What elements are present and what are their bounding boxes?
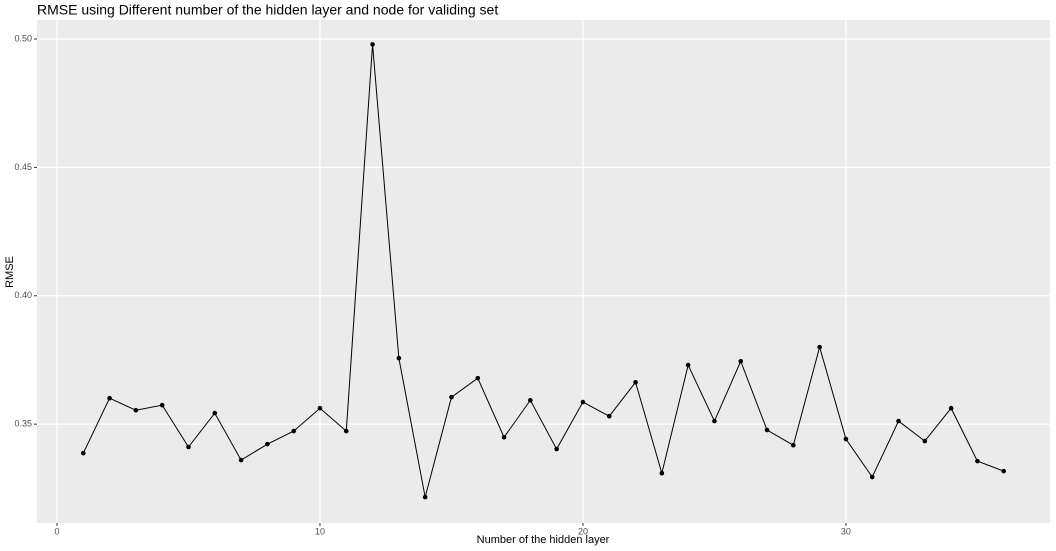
data-point <box>291 428 296 434</box>
y-tick-label: 0.35 <box>14 419 32 429</box>
data-point <box>238 457 244 463</box>
data-point <box>501 434 507 440</box>
data-point <box>186 444 191 450</box>
data-point <box>685 362 691 368</box>
data-point <box>317 405 323 411</box>
data-point <box>212 410 218 416</box>
data-point <box>554 446 559 452</box>
data-point <box>133 407 139 413</box>
data-point <box>817 344 822 350</box>
data-point <box>528 397 533 403</box>
y-tick-label: 0.40 <box>14 290 32 300</box>
x-axis-title: Number of the hidden layer <box>477 534 610 546</box>
x-tick-label: 20 <box>578 526 588 536</box>
chart-title: RMSE using Different number of the hidde… <box>37 2 498 18</box>
data-point <box>475 375 481 381</box>
data-point <box>159 402 165 408</box>
data-point <box>791 442 796 448</box>
data-point <box>764 427 770 433</box>
y-tick-label: 0.45 <box>14 162 32 172</box>
data-point <box>606 413 612 419</box>
data-point <box>896 418 901 424</box>
x-tick-label: 0 <box>54 526 59 536</box>
data-point <box>343 428 349 434</box>
y-tick-label: 0.50 <box>14 33 32 43</box>
data-point <box>869 474 875 480</box>
data-point <box>370 42 375 47</box>
data-point <box>922 438 928 444</box>
data-point <box>843 436 849 442</box>
data-line <box>82 44 1004 498</box>
data-point <box>948 405 954 411</box>
data-point <box>422 494 428 500</box>
data-point <box>580 399 586 405</box>
y-axis-title: RMSE <box>4 256 16 288</box>
data-point <box>80 450 86 456</box>
data-point <box>633 379 638 385</box>
data-point <box>1001 468 1007 474</box>
data-point <box>738 358 744 364</box>
data-point <box>975 458 980 464</box>
data-point <box>712 418 717 424</box>
data-point <box>265 441 270 447</box>
plot-panel <box>37 20 1050 523</box>
data-point <box>659 470 665 476</box>
data-point <box>107 395 112 401</box>
x-tick-label: 10 <box>315 526 325 536</box>
data-point <box>449 394 454 400</box>
data-point <box>396 355 402 361</box>
x-tick-label: 30 <box>841 526 851 536</box>
